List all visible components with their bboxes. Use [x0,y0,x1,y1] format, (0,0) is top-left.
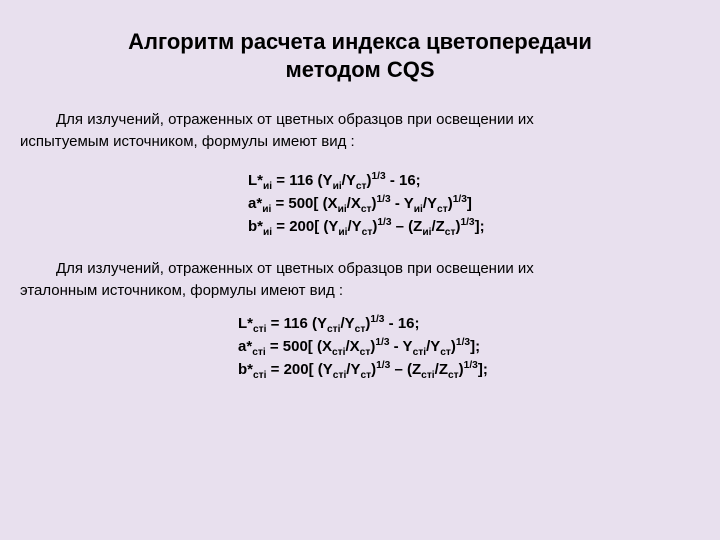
t: /Y [340,315,354,332]
para2-line1: Для излучений, отраженных от цветных обр… [56,260,534,277]
t: ст [440,347,451,358]
title-line-2: методом CQS [285,57,434,82]
formula-L-ref: L*стi = 116 (Yстi/Yст)1/3 - 16; [38,312,682,335]
t: = 200[ (Y [267,361,333,378]
t: /Y [342,172,356,189]
paragraph-2: Для излучений, отраженных от цветных обр… [38,258,682,302]
t: 1/3 [372,171,386,182]
t: стi [333,370,347,381]
t: ]; [470,338,480,355]
t: иi [263,181,272,192]
t: иi [338,204,347,215]
page-title: Алгоритм расчета индекса цветопередачи м… [38,28,682,83]
t: стi [413,347,427,358]
t: - 16; [386,172,421,189]
t: /Y [426,338,440,355]
t: /Y [347,218,361,235]
formula-L-test: L*иi = 116 (Yиi/Yст)1/3 - 16; [38,169,682,192]
t: = 116 (Y [272,172,332,189]
paragraph-1: Для излучений, отраженных от цветных обр… [38,109,682,153]
formula-set-ref-source: L*стi = 116 (Yстi/Yст)1/3 - 16; a*стi = … [38,312,682,382]
t: /Z [431,218,444,235]
t: - 16; [384,315,419,332]
t: 1/3 [376,360,390,371]
t: /Y [346,361,360,378]
t: ст [362,227,373,238]
para2-line2: эталонным источником, формулы имеют вид … [20,280,343,302]
t: 1/3 [377,194,391,205]
t: b* [238,361,253,378]
formula-a-ref: a*стi = 500[ (Xстi/Xст)1/3 - Yстi/Yст)1/… [38,335,682,358]
t: 1/3 [464,360,478,371]
t: /X [347,195,361,212]
t: - Y [391,195,414,212]
t: 1/3 [456,337,470,348]
t: /Z [435,361,448,378]
t: стi [332,347,346,358]
t: стi [253,370,267,381]
t: - Y [390,338,413,355]
para1-line1: Для излучений, отраженных от цветных обр… [56,111,534,128]
t: 1/3 [375,337,389,348]
t: /Y [423,195,437,212]
t: стi [327,324,341,335]
t: 1/3 [460,217,474,228]
t: ] [467,195,472,212]
t: = 200[ (Y [272,218,338,235]
t: 1/3 [377,217,391,228]
t: a* [248,195,262,212]
formula-b-ref: b*стi = 200[ (Yстi/Yст)1/3 – (Zстi/Zст)1… [38,358,682,381]
t: a* [238,338,252,355]
t: ]; [475,218,485,235]
t: L* [248,172,263,189]
t: – (Z [390,361,421,378]
t: ст [355,324,366,335]
formula-b-test: b*иi = 200[ (Yиi/Yст)1/3 – (Zиi/Zст)1/3]… [38,215,682,238]
t: /X [345,338,359,355]
t: иi [414,204,423,215]
t: стi [253,324,267,335]
t: иi [263,227,272,238]
t: иi [262,204,271,215]
title-line-1: Алгоритм расчета индекса цветопередачи [128,29,592,54]
t: – (Z [392,218,423,235]
t: ст [360,370,371,381]
t: L* [238,315,253,332]
t: b* [248,218,263,235]
t: 1/3 [453,194,467,205]
t: стi [421,370,435,381]
t: = 116 (Y [267,315,327,332]
t: ст [356,181,367,192]
t: ст [360,347,371,358]
t: ]; [478,361,488,378]
formula-a-test: a*иi = 500[ (Xиi/Xст)1/3 - Yиi/Yст)1/3] [38,192,682,215]
t: ст [361,204,372,215]
t: 1/3 [370,314,384,325]
t: ст [448,370,459,381]
t: ст [445,227,456,238]
t: = 500[ (X [266,338,332,355]
t: иi [333,181,342,192]
t: стi [252,347,266,358]
t: ст [437,204,448,215]
t: = 500[ (X [271,195,337,212]
formula-set-test-source: L*иi = 116 (Yиi/Yст)1/3 - 16; a*иi = 500… [38,169,682,239]
para1-line2: испытуемым источником, формулы имеют вид… [20,131,355,153]
